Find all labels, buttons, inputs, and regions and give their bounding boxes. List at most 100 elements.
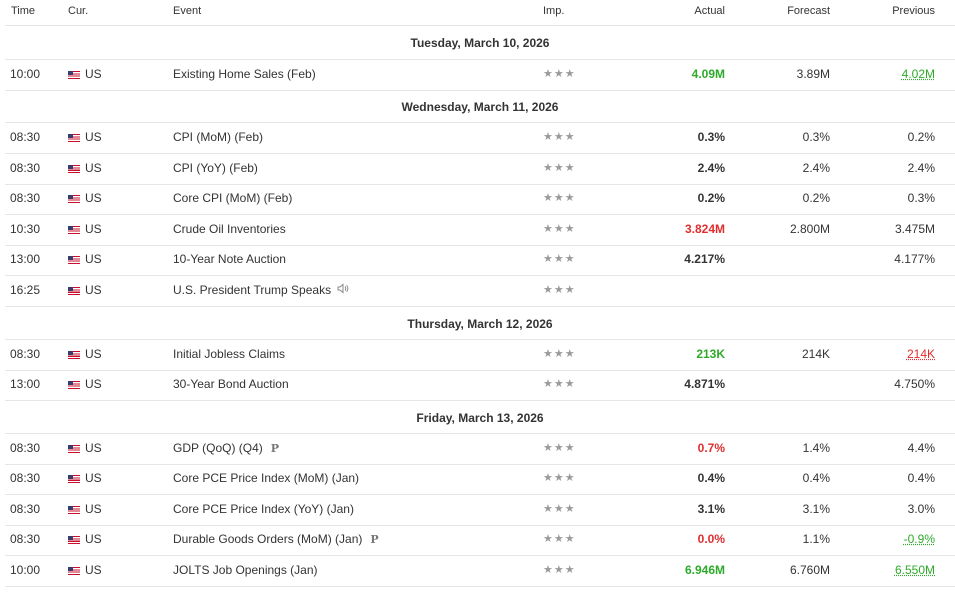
actual-value: 3.1% (697, 502, 725, 516)
forecast-value: 0.2% (802, 191, 830, 205)
actual-value: 2.4% (697, 161, 725, 175)
us-flag-icon (68, 496, 80, 523)
table-row[interactable]: 13:00 US 10-Year Note Auction ★★★ 4.217% 4.17… (5, 246, 955, 276)
event-name-link[interactable]: JOLTS Job Openings (Jan) (173, 563, 318, 577)
header-importance[interactable]: Imp. (543, 5, 565, 17)
table-row[interactable]: 08:30 US GDP (QoQ) (Q4) P ★★★ 0.7% 1.4% 4.4% (5, 435, 955, 465)
importance-stars-icon: ★★★ (543, 472, 576, 484)
header-actual[interactable]: Actual (694, 5, 725, 17)
table-row[interactable]: 08:30 US Durable Goods Orders (MoM) (Jan) P… (5, 526, 955, 556)
table-row[interactable]: 10:00 US Existing Home Sales (Feb) ★★★ 4.09M… (5, 61, 955, 91)
table-row[interactable]: 08:30 US Core CPI (MoM) (Feb) ★★★ 0.2% 0.2% 0.… (5, 185, 955, 215)
importance-stars-icon: ★★★ (543, 192, 576, 204)
table-row[interactable]: 16:25 US U.S. President Trump Speaks ★★★ (5, 277, 955, 307)
event-currency: US (85, 67, 102, 81)
day-header: Thursday, March 12, 2026 (5, 308, 955, 340)
event-name-link[interactable]: CPI (YoY) (Feb) (173, 161, 258, 175)
event-cell: JOLTS Job Openings (Jan) (173, 557, 318, 584)
event-time: 13:00 (10, 377, 41, 391)
importance-stars-icon: ★★★ (543, 564, 576, 576)
event-name-link[interactable]: Core PCE Price Index (MoM) (Jan) (173, 471, 360, 485)
importance-stars-icon: ★★★ (543, 348, 576, 360)
event-time: 08:30 (10, 441, 41, 455)
table-row[interactable]: 10:00 US JOLTS Job Openings (Jan) ★★★ 6.946M… (5, 557, 955, 587)
previous-value[interactable]: 214K (906, 347, 935, 361)
event-time: 13:00 (10, 252, 41, 266)
table-row[interactable]: 08:30 US Core PCE Price Index (MoM) (Jan) ★… (5, 465, 955, 495)
event-name-link[interactable]: Durable Goods Orders (MoM) (Jan) (173, 532, 363, 546)
us-flag-icon (68, 246, 80, 273)
previous-value: 4.177% (894, 252, 935, 266)
previous-value[interactable]: 4.02M (901, 67, 935, 81)
event-cell: GDP (QoQ) (Q4) P (173, 435, 279, 462)
day-header: Tuesday, March 10, 2026 (5, 27, 955, 60)
event-name-link[interactable]: 30-Year Bond Auction (173, 377, 289, 391)
header-previous[interactable]: Previous (892, 5, 935, 17)
event-currency: US (85, 532, 102, 546)
importance-stars-icon: ★★★ (543, 68, 576, 80)
event-name-link[interactable]: GDP (QoQ) (Q4) (173, 441, 263, 455)
actual-value: 213K (696, 347, 725, 361)
importance-stars-icon: ★★★ (543, 378, 576, 390)
forecast-value: 1.1% (802, 532, 830, 546)
header-forecast[interactable]: Forecast (787, 5, 830, 17)
forecast-value: 1.4% (802, 441, 830, 455)
table-row[interactable]: 08:30 US CPI (MoM) (Feb) ★★★ 0.3% 0.3% 0.2% (5, 124, 955, 154)
event-currency: US (85, 471, 102, 485)
previous-value: 0.2% (907, 130, 935, 144)
event-name-link[interactable]: Existing Home Sales (Feb) (173, 67, 316, 81)
forecast-value: 3.1% (802, 502, 830, 516)
header-time[interactable]: Time (11, 5, 36, 17)
event-name-link[interactable]: 10-Year Note Auction (173, 252, 286, 266)
us-flag-icon (68, 185, 80, 212)
us-flag-icon (68, 216, 80, 243)
header-currency[interactable]: Cur. (68, 5, 89, 17)
event-time: 08:30 (10, 347, 41, 361)
day-label: Tuesday, March 10, 2026 (410, 36, 550, 50)
importance-stars-icon: ★★★ (543, 162, 576, 174)
actual-value: 6.946M (684, 563, 725, 577)
event-time: 08:30 (10, 471, 41, 485)
event-cell: 30-Year Bond Auction (173, 371, 289, 398)
event-name-link[interactable]: U.S. President Trump Speaks (173, 283, 332, 297)
day-label: Thursday, March 12, 2026 (407, 317, 553, 331)
forecast-value: 3.89M (796, 67, 830, 81)
event-currency: US (85, 283, 102, 297)
previous-value[interactable]: 6.550M (894, 563, 935, 577)
table-row[interactable]: 08:30 US CPI (YoY) (Feb) ★★★ 2.4% 2.4% 2.4% (5, 155, 955, 185)
table-row[interactable]: 10:30 US Crude Oil Inventories ★★★ 3.824M 2.8… (5, 216, 955, 246)
table-row[interactable]: 08:30 US Core PCE Price Index (YoY) (Jan) ★… (5, 496, 955, 526)
event-cell: Durable Goods Orders (MoM) (Jan) P (173, 526, 379, 553)
table-row[interactable]: 08:30 US Initial Jobless Claims ★★★ 213K 214K… (5, 341, 955, 371)
event-time: 16:25 (10, 283, 41, 297)
speaker-icon (337, 278, 349, 305)
event-time: 08:30 (10, 130, 41, 144)
event-currency: US (85, 222, 102, 236)
previous-value: 3.475M (894, 222, 935, 236)
event-name-link[interactable]: Crude Oil Inventories (173, 222, 286, 236)
header-event[interactable]: Event (173, 5, 202, 17)
day-header: Friday, March 13, 2026 (5, 402, 955, 434)
event-name-link[interactable]: Core PCE Price Index (YoY) (Jan) (173, 502, 354, 516)
previous-value[interactable]: -0.9% (903, 532, 935, 546)
forecast-value: 0.3% (802, 130, 830, 144)
importance-stars-icon: ★★★ (543, 533, 576, 545)
event-name-link[interactable]: CPI (MoM) (Feb) (173, 130, 263, 144)
event-cell: Core PCE Price Index (YoY) (Jan) (173, 496, 354, 523)
event-time: 08:30 (10, 191, 41, 205)
previous-value: 0.3% (907, 191, 935, 205)
event-name-link[interactable]: Initial Jobless Claims (173, 347, 286, 361)
event-time: 10:30 (10, 222, 41, 236)
us-flag-icon (68, 465, 80, 492)
event-name-link[interactable]: Core CPI (MoM) (Feb) (173, 191, 293, 205)
actual-value: 0.0% (697, 532, 725, 546)
event-cell: Crude Oil Inventories (173, 216, 286, 243)
table-row[interactable]: 13:00 US 30-Year Bond Auction ★★★ 4.871% 4.75… (5, 371, 955, 401)
event-cell: Existing Home Sales (Feb) (173, 61, 316, 88)
us-flag-icon (68, 277, 80, 304)
event-cell: Core CPI (MoM) (Feb) (173, 185, 292, 212)
forecast-value: 6.760M (789, 563, 830, 577)
forecast-value: 214K (801, 347, 830, 361)
table-header: Time Cur. Event Imp. Actual Forecast Pre… (5, 0, 955, 26)
